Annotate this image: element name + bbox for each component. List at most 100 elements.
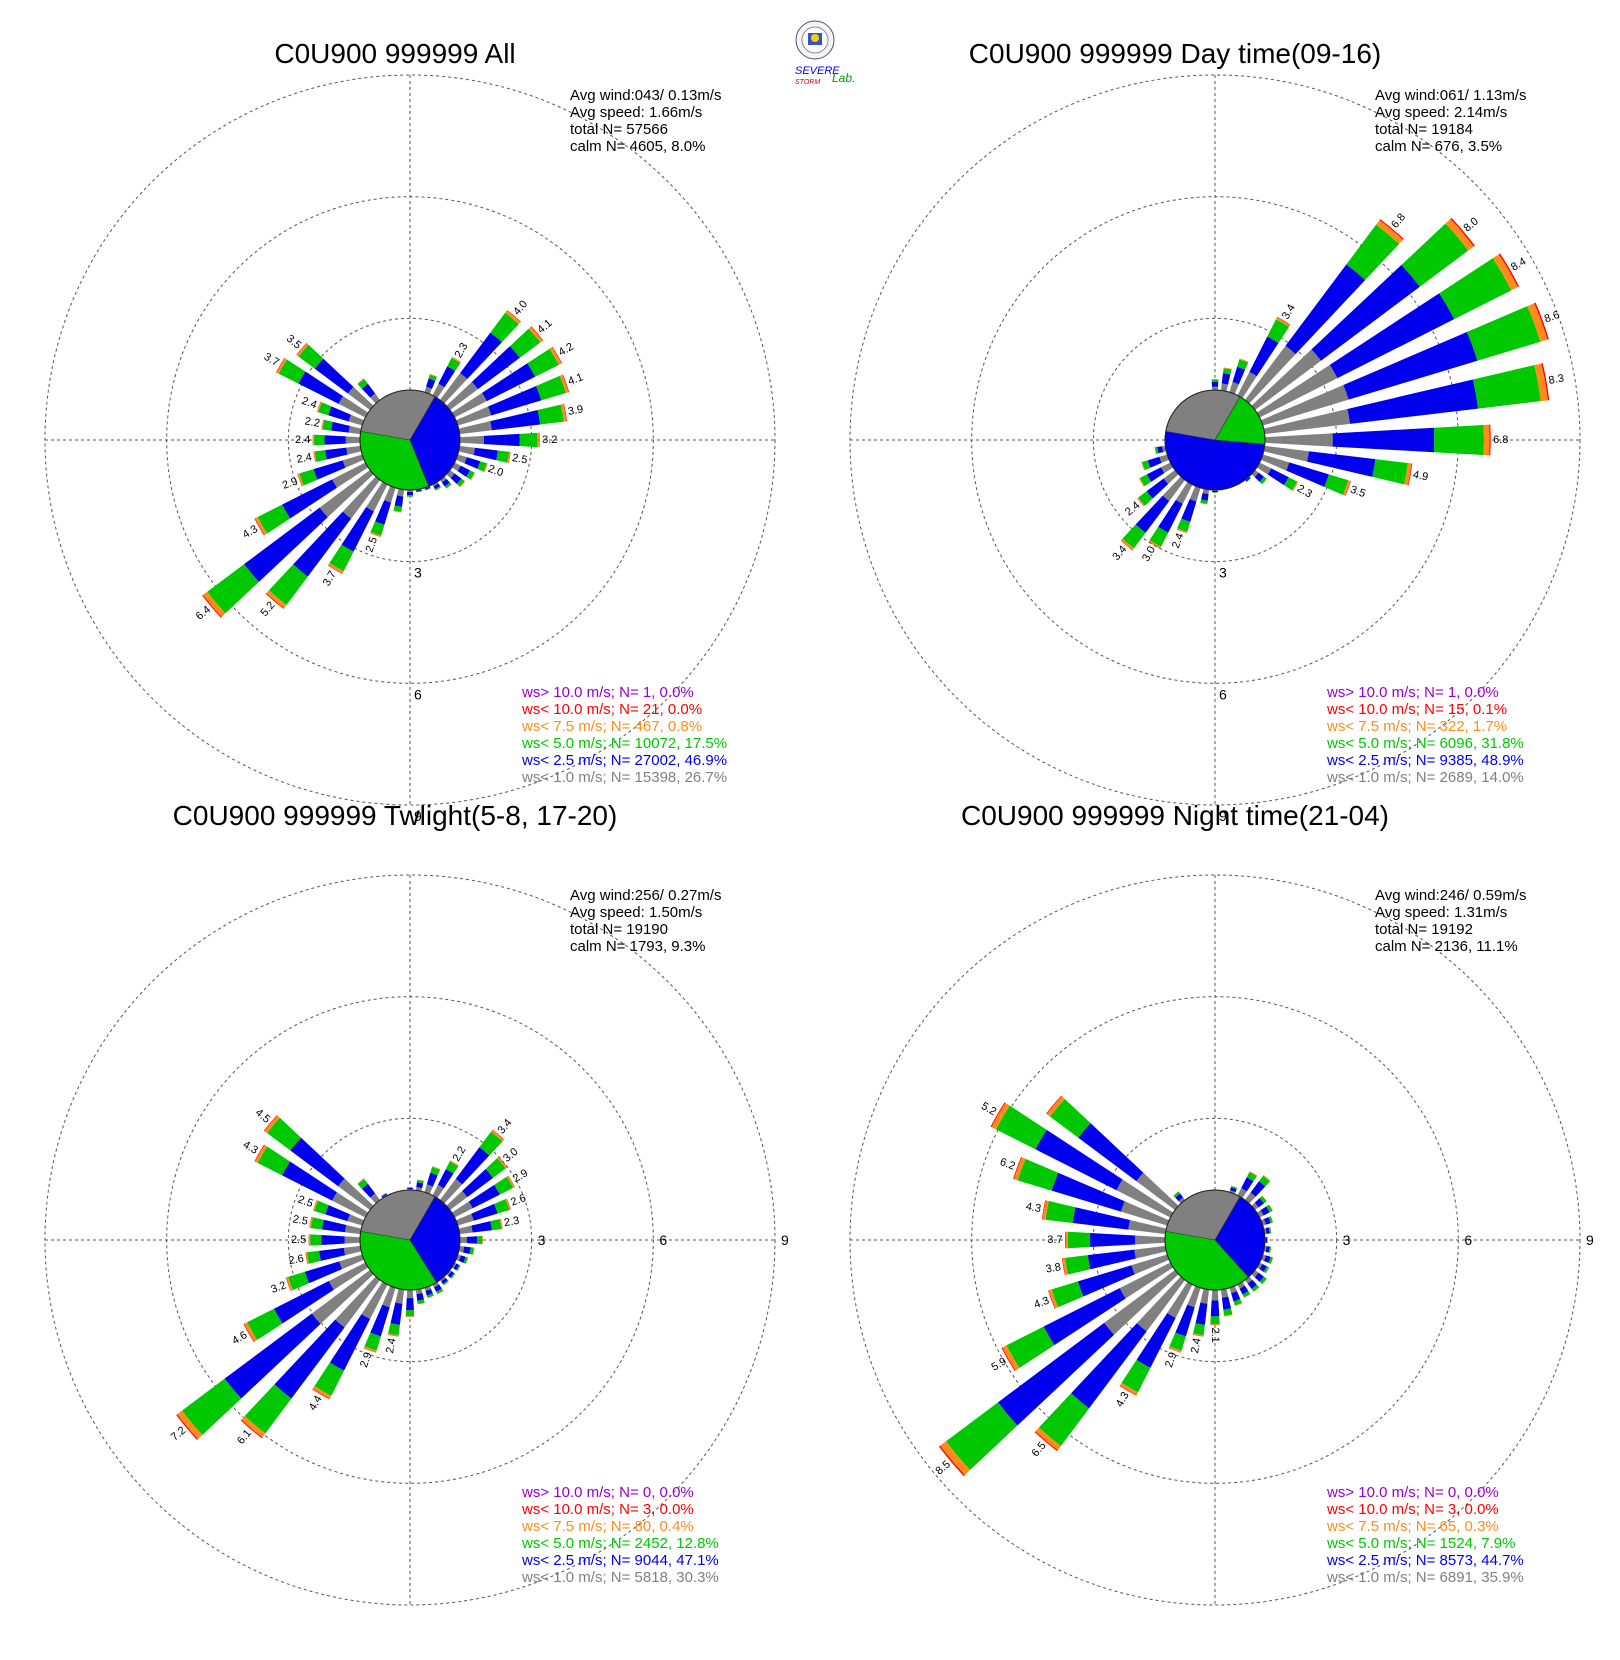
bar-30-segment-4 — [1276, 316, 1291, 325]
ring-label-3: 3 — [414, 565, 422, 581]
bar-160-segment-4 — [1234, 1303, 1243, 1307]
bar-170-segment-4 — [1224, 1314, 1233, 1317]
bar-200-segment-0 — [384, 485, 396, 503]
bar-220-segment-3 — [1120, 538, 1134, 551]
bar-label-230: 2.4 — [1123, 499, 1142, 518]
bar-170-segment-1 — [416, 1293, 424, 1301]
bar-300-segment-0 — [338, 396, 369, 418]
bar-210-segment-3 — [328, 563, 344, 574]
bar-250-segment-3 — [1048, 1289, 1059, 1309]
bar-300-segment-4 — [276, 357, 285, 373]
bar-40-segment-0 — [1244, 345, 1296, 404]
bar-110-segment-0 — [455, 1254, 461, 1261]
legend-item-0: ws> 10.0 m/s; N= 1, 0.0% — [1326, 684, 1499, 701]
bar-50-segment-0 — [1251, 1202, 1259, 1211]
bar-200-segment-2 — [370, 521, 385, 536]
bar-130-segment-1 — [447, 1271, 455, 1278]
bar-50-segment-1 — [462, 1168, 494, 1198]
bar-200-segment-2 — [364, 1332, 381, 1351]
bar-label-180: 2.1 — [1209, 1328, 1221, 1343]
bar-50-segment-3 — [1261, 1195, 1267, 1202]
bar-150-segment-3 — [437, 1290, 444, 1295]
ring-label-6: 6 — [1219, 686, 1227, 702]
bar-270-segment-3 — [308, 1234, 311, 1246]
bar-160-segment-3 — [425, 488, 431, 491]
bar-270-segment-4 — [1064, 1231, 1066, 1249]
bar-130-segment-0 — [1251, 469, 1259, 478]
bar-140-segment-1 — [441, 478, 450, 487]
bar-label-200: 2.5 — [364, 535, 381, 553]
bar-90-segment-0 — [459, 435, 484, 445]
bar-110-segment-2 — [1324, 474, 1349, 495]
bar-30-segment-1 — [1249, 336, 1279, 377]
bar-210-segment-2 — [314, 1362, 345, 1396]
bar-20-segment-3 — [429, 374, 438, 378]
bar-230-segment-1 — [1146, 478, 1169, 499]
stat-calm: calm N= 2136, 11.1% — [1375, 938, 1518, 955]
bar-120-segment-4 — [1265, 1267, 1270, 1274]
bar-270-segment-0 — [1134, 1235, 1166, 1245]
bar-label-250: 3.2 — [269, 1279, 287, 1296]
bar-70-segment-4 — [1270, 1216, 1274, 1223]
ring-label-9: 9 — [1586, 1232, 1594, 1248]
bar-60-segment-2 — [527, 348, 559, 377]
bar-240-segment-1 — [1043, 1288, 1126, 1346]
bar-110-segment-1 — [464, 457, 481, 469]
bar-40-segment-2 — [490, 312, 519, 343]
bar-240-segment-4 — [243, 1323, 255, 1343]
bar-100-segment-2 — [1268, 1246, 1272, 1253]
bar-300-segment-1 — [282, 1161, 337, 1201]
bar-240-segment-4 — [254, 518, 265, 536]
legend-item-2: ws< 7.5 m/s; N= 322, 1.7% — [1326, 718, 1507, 735]
bar-270-segment-3 — [312, 434, 315, 446]
bar-200-segment-1 — [1175, 1304, 1195, 1337]
bar-170-segment-0 — [415, 1288, 423, 1295]
bar-240-segment-3 — [254, 516, 268, 536]
bar-220-segment-3 — [266, 590, 287, 609]
bar-70-segment-3 — [559, 374, 569, 393]
bar-170-segment-2 — [416, 490, 423, 493]
bar-120-segment-1 — [457, 465, 471, 477]
bar-280-segment-4 — [309, 1216, 312, 1229]
bar-180-segment-3 — [405, 1316, 415, 1317]
bar-150-segment-4 — [437, 1290, 444, 1295]
bar-80-segment-0 — [1263, 408, 1351, 435]
bar-120-segment-0 — [1256, 1262, 1263, 1270]
bar-label-230: 6.4 — [194, 604, 213, 623]
bar-20-segment-0 — [424, 386, 432, 395]
stat-total: total N= 19192 — [1375, 921, 1473, 938]
bar-260-segment-1 — [1157, 446, 1164, 454]
legend-item-5: ws< 1.0 m/s; N= 5818, 30.3% — [521, 1569, 719, 1586]
bar-70-segment-1 — [488, 385, 542, 416]
bar-30-segment-3 — [1249, 1171, 1258, 1177]
bar-330-segment-2 — [381, 1193, 387, 1197]
bar-240-segment-3 — [244, 1322, 258, 1342]
bar-80-segment-1 — [1265, 1227, 1270, 1234]
bar-200-segment-2 — [1177, 518, 1191, 532]
bar-100-segment-0 — [458, 445, 475, 455]
legend-item-1: ws< 10.0 m/s; N= 15, 0.1% — [1326, 701, 1507, 718]
bar-50-segment-2 — [1401, 223, 1469, 287]
bar-290-segment-4 — [312, 1200, 318, 1211]
ring-label-9: 9 — [781, 1232, 789, 1248]
bar-label-40: 6.8 — [1389, 211, 1408, 230]
bar-220-segment-4 — [265, 593, 285, 609]
legend-item-1: ws< 10.0 m/s; N= 21, 0.0% — [521, 701, 702, 718]
bar-280-segment-1 — [322, 1219, 347, 1233]
bar-10-segment-1 — [1221, 373, 1231, 385]
bar-220-segment-3 — [1035, 1427, 1061, 1451]
bar-100-segment-3 — [507, 451, 511, 464]
ring-label-6: 6 — [1464, 1232, 1472, 1248]
bar-200-segment-4 — [370, 532, 381, 538]
bar-230-segment-3 — [203, 591, 226, 617]
bar-label-30: 2.3 — [453, 341, 471, 360]
legend-item-2: ws< 7.5 m/s; N= 467, 0.8% — [521, 718, 702, 735]
bar-label-230: 8.5 — [933, 1458, 952, 1477]
bar-180-segment-1 — [1210, 1300, 1220, 1317]
bar-260-segment-2 — [1065, 1255, 1091, 1275]
bar-80-segment-2 — [537, 404, 564, 425]
bar-90-segment-2 — [519, 432, 538, 448]
legend-item-4: ws< 2.5 m/s; N= 9044, 47.1% — [521, 1552, 719, 1569]
bar-140-segment-0 — [439, 1276, 446, 1282]
bar-90-segment-3 — [1483, 424, 1490, 456]
